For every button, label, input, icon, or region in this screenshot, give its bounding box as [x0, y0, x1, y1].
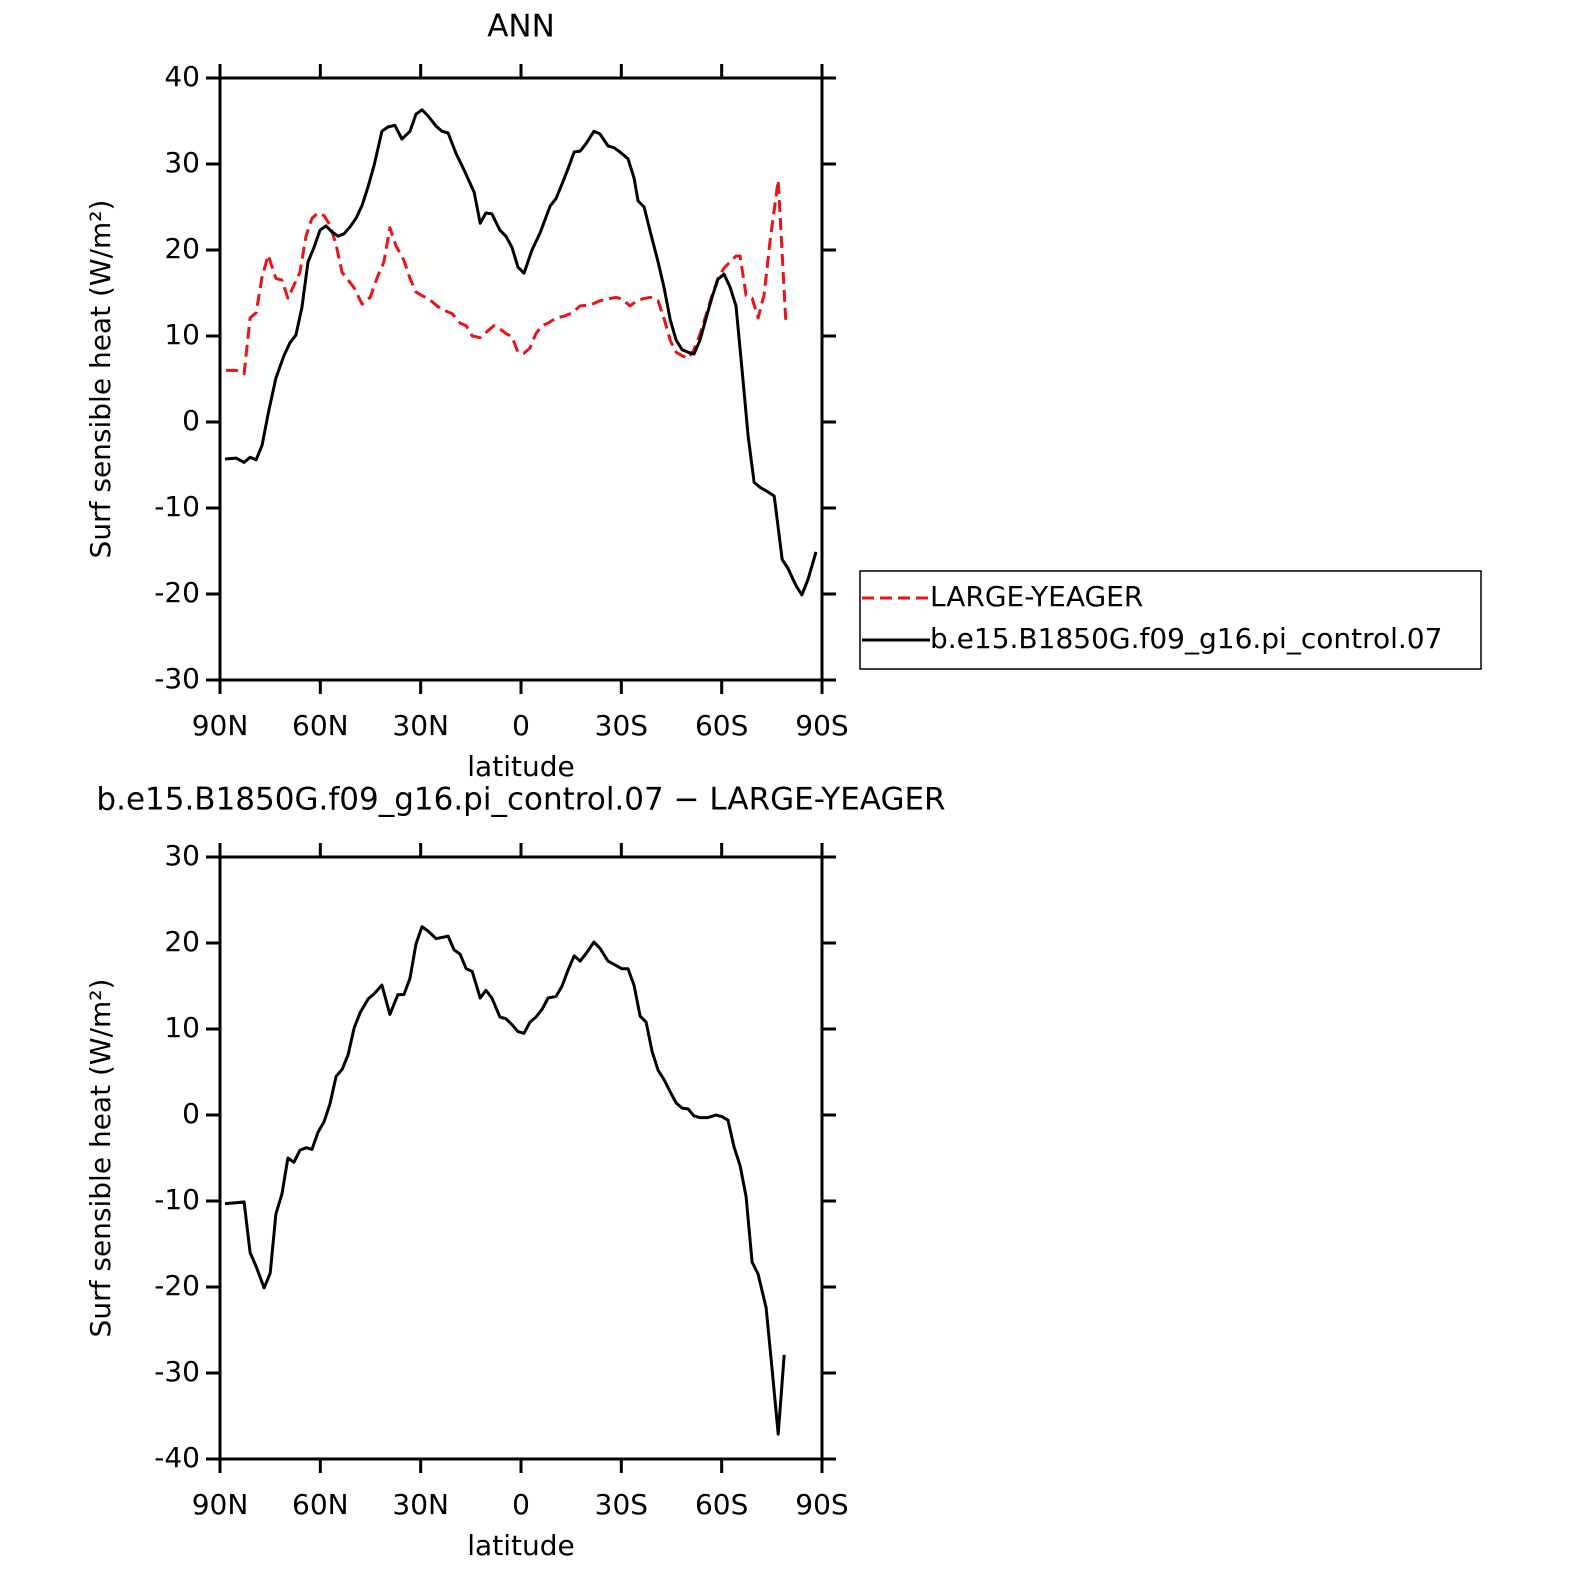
- y-tick-label: -40: [154, 1441, 200, 1474]
- chart-title: b.e15.B1850G.f09_g16.pi_control.07 − LAR…: [96, 782, 945, 818]
- y-tick-label: 10: [164, 318, 200, 351]
- y-tick-label: 30: [164, 839, 200, 872]
- y-tick-label: -30: [154, 662, 200, 695]
- x-tick-label: 90S: [795, 709, 848, 742]
- y-tick-label: -10: [154, 490, 200, 523]
- x-tick-label: 60S: [695, 1488, 748, 1521]
- plot-frame: [218, 76, 824, 682]
- x-tick-label: 0: [512, 709, 530, 742]
- y-tick-label: 40: [164, 60, 200, 93]
- legend-label: b.e15.B1850G.f09_g16.pi_control.07: [930, 622, 1442, 655]
- x-tick-label: 60N: [292, 1488, 349, 1521]
- y-tick-label: 0: [182, 1097, 200, 1130]
- y-tick-label: 20: [164, 925, 200, 958]
- data-line: [224, 108, 818, 597]
- y-axis-label: Surf sensible heat (W/m²): [84, 200, 117, 559]
- x-axis-label: latitude: [467, 1529, 574, 1562]
- y-tick-label: -20: [154, 576, 200, 609]
- y-tick-label: 0: [182, 404, 200, 437]
- x-axis-label: latitude: [467, 750, 574, 783]
- x-tick-label: 60S: [695, 709, 748, 742]
- x-tick-label: 30S: [595, 1488, 648, 1521]
- x-tick-label: 30S: [595, 709, 648, 742]
- x-tick-label: 60N: [292, 709, 349, 742]
- y-tick-label: 20: [164, 232, 200, 265]
- data-line: [224, 925, 786, 1436]
- y-tick-label: -10: [154, 1183, 200, 1216]
- y-tick-label: -30: [154, 1355, 200, 1388]
- y-tick-label: -20: [154, 1269, 200, 1302]
- x-tick-label: 0: [512, 1488, 530, 1521]
- legend-box: [859, 570, 1482, 670]
- chart-title: ANN: [487, 9, 555, 45]
- x-tick-label: 90N: [192, 1488, 249, 1521]
- x-tick-label: 90N: [192, 709, 249, 742]
- y-tick-label: 30: [164, 146, 200, 179]
- legend-label: LARGE-YEAGER: [930, 580, 1143, 613]
- data-line: [226, 178, 788, 376]
- y-axis-label: Surf sensible heat (W/m²): [84, 979, 117, 1338]
- x-tick-label: 30N: [392, 709, 449, 742]
- x-tick-label: 90S: [795, 1488, 848, 1521]
- x-tick-label: 30N: [392, 1488, 449, 1521]
- plot-frame: [218, 855, 824, 1461]
- y-tick-label: 10: [164, 1011, 200, 1044]
